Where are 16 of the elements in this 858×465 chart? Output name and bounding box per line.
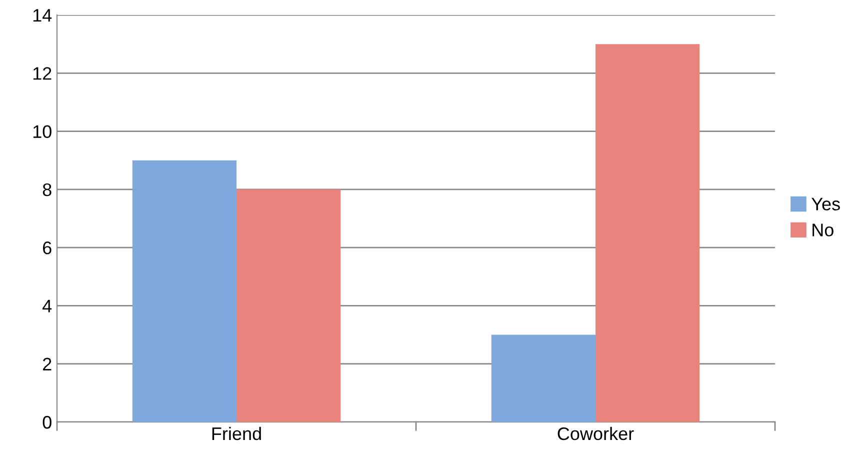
- bar: [236, 189, 341, 422]
- y-tick-label: 2: [43, 358, 52, 370]
- legend-label: No: [812, 224, 834, 236]
- bar: [491, 334, 596, 422]
- y-tick-label: 10: [33, 125, 52, 138]
- x-tick-label: Friend: [212, 426, 261, 440]
- y-tick-label: 12: [33, 67, 52, 80]
- bar: [596, 44, 700, 422]
- y-tick-label: 4: [42, 300, 52, 312]
- legend-label: Yes: [812, 198, 840, 210]
- bar: [132, 160, 236, 422]
- y-tick-label: 6: [43, 242, 52, 254]
- x-tick-label: Coworker: [558, 426, 634, 440]
- y-tick-label: 0: [42, 416, 52, 429]
- y-tick-label: 8: [42, 183, 52, 196]
- y-tick-label: 14: [33, 9, 52, 22]
